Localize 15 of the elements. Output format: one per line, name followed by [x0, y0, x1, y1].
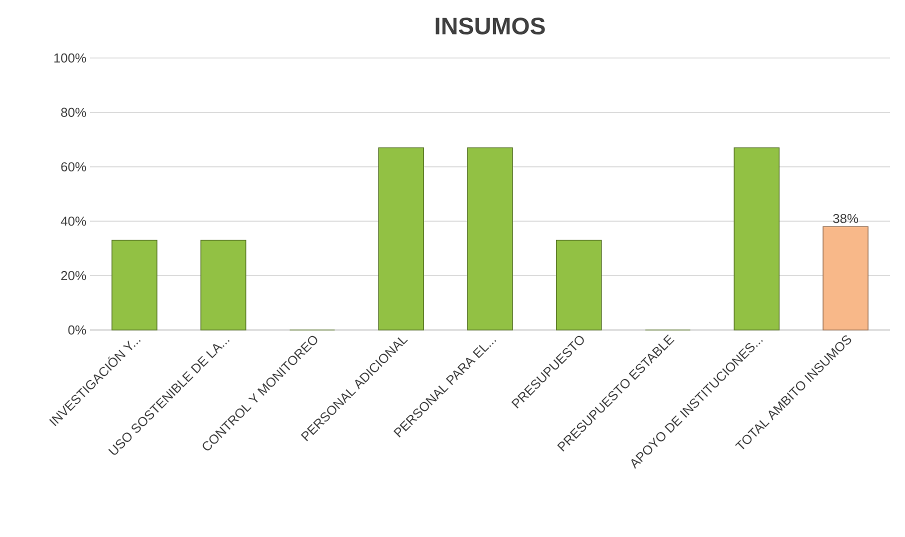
bar [734, 147, 780, 330]
bar [822, 226, 868, 330]
y-tick-label: 0% [68, 325, 86, 335]
bar [112, 240, 158, 330]
bar [556, 240, 602, 330]
y-tick-label: 20% [61, 271, 86, 280]
chart-title: INSUMOS [436, 18, 545, 34]
y-tick-label: 100% [54, 53, 86, 63]
y-tick-label: 40% [60, 216, 86, 226]
data-label: 38% [833, 214, 858, 224]
y-tick-label: 80% [61, 108, 86, 117]
bar [378, 147, 424, 330]
bar [467, 147, 513, 330]
bar [200, 240, 246, 330]
y-tick-label: 60% [61, 162, 86, 172]
